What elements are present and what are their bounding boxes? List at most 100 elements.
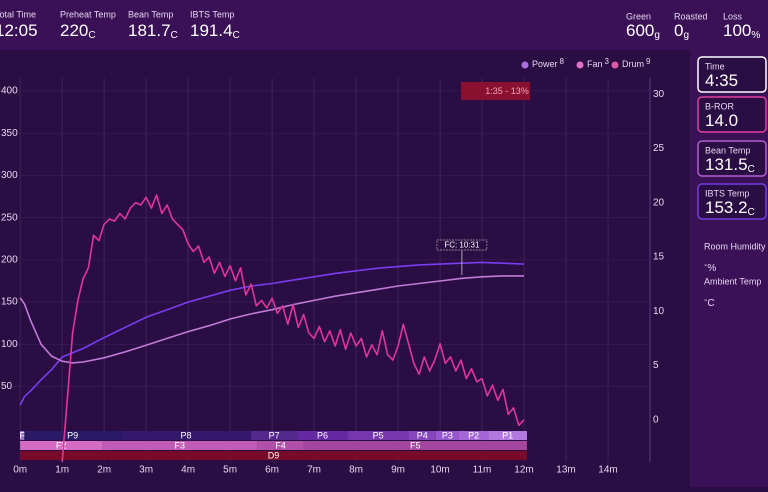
unit: C xyxy=(233,30,240,41)
x-tick-label: 11m xyxy=(473,465,492,476)
x-tick-label: 7m xyxy=(307,465,321,476)
fc-box xyxy=(436,239,488,251)
stat-value: 100% xyxy=(723,21,760,40)
phase-label: F xyxy=(20,430,26,440)
stat-label: Bean Temp xyxy=(705,145,750,155)
phase-segment xyxy=(488,431,527,440)
y2-tick-label: 20 xyxy=(653,197,665,208)
stat-value: 181.7C xyxy=(128,21,178,40)
series-line xyxy=(61,194,525,462)
y-tick-label: 350 xyxy=(1,128,18,139)
stat-value: 153.2C xyxy=(705,198,755,217)
phase-segment xyxy=(435,431,459,440)
stat-value: 600g xyxy=(626,21,660,40)
value: 100 xyxy=(723,21,751,40)
stat-value: 14.0 xyxy=(705,111,738,130)
value: 181.7 xyxy=(128,21,171,40)
y-tick-label: 400 xyxy=(1,86,18,97)
value: 131.5 xyxy=(705,155,748,174)
y-tick-label: 100 xyxy=(1,339,18,350)
phase-label: P7 xyxy=(269,430,280,440)
stat-value: 12:05 xyxy=(0,21,38,40)
value: - xyxy=(704,260,707,271)
legend-name: Fan xyxy=(587,59,603,69)
y-tick-label: 150 xyxy=(1,297,18,308)
legend-dot xyxy=(521,61,529,69)
legend-entry: Power 8 xyxy=(532,57,565,69)
stat-label: Bean Temp xyxy=(128,9,173,19)
phase-label: F5 xyxy=(410,440,421,450)
unit: g xyxy=(683,30,689,41)
value: 191.4 xyxy=(190,21,233,40)
value: 153.2 xyxy=(705,198,748,217)
x-tick-label: 12m xyxy=(514,465,533,476)
legend-name: Power xyxy=(532,59,558,69)
phase-label: P8 xyxy=(181,430,192,440)
x-tick-label: 9m xyxy=(391,465,405,476)
x-tick-label: 2m xyxy=(97,465,111,476)
phase-segment xyxy=(251,431,298,440)
legend-name: Drum xyxy=(622,59,644,69)
series-line xyxy=(19,261,525,406)
y2-tick-label: 0 xyxy=(653,414,659,425)
y2-tick-label: 15 xyxy=(653,252,665,263)
phase-label: F2 xyxy=(56,440,67,450)
phase-segment xyxy=(24,431,121,440)
value: 600 xyxy=(626,21,654,40)
stat-label: B-ROR xyxy=(705,101,735,111)
legend-level: 9 xyxy=(646,57,651,66)
legend-level: 8 xyxy=(560,57,565,66)
unit: C xyxy=(171,30,178,41)
series-line xyxy=(19,275,524,364)
x-tick-label: 14m xyxy=(598,465,617,476)
legend-entry: Fan 3 xyxy=(587,57,610,69)
phase-label: P9 xyxy=(67,430,78,440)
stat-label: Loss xyxy=(723,11,743,21)
y2-tick-label: 30 xyxy=(653,89,665,100)
chart-area xyxy=(0,50,690,487)
phase-segment xyxy=(347,431,409,440)
phase-segment xyxy=(20,431,25,440)
card xyxy=(697,56,767,93)
phase-label: F3 xyxy=(174,440,185,450)
phase-label: P6 xyxy=(317,430,328,440)
unit: C xyxy=(748,207,755,218)
stat-value: 220C xyxy=(60,21,96,40)
stat-label: IBTS Temp xyxy=(705,188,749,198)
unit: C xyxy=(748,164,755,175)
phase-label: P2 xyxy=(468,430,479,440)
value: 14.0 xyxy=(705,111,738,130)
stat-value: -% xyxy=(704,260,716,274)
phase-label: P1 xyxy=(502,430,513,440)
value: 220 xyxy=(60,21,88,40)
phase-label: P4 xyxy=(417,430,428,440)
y2-tick-label: 5 xyxy=(653,360,659,371)
phase-segment xyxy=(120,431,252,440)
stat-label: Roasted xyxy=(674,11,708,21)
x-tick-label: 1m xyxy=(55,465,69,476)
x-tick-label: 3m xyxy=(139,465,153,476)
value: - xyxy=(704,295,707,306)
stat-value: 131.5C xyxy=(705,155,755,174)
unit: C xyxy=(707,298,714,309)
legend-dot xyxy=(611,61,619,69)
marker-box xyxy=(461,82,530,100)
marker-label: 1:35 - 13% xyxy=(485,86,529,96)
stat-value: 4:35 xyxy=(705,71,738,90)
legend-level: 3 xyxy=(605,57,610,66)
stat-label: Green xyxy=(626,11,651,21)
unit: % xyxy=(751,30,760,41)
stat-label: Room Humidity xyxy=(704,241,766,251)
value: 4:35 xyxy=(705,71,738,90)
phase-segment xyxy=(102,441,258,450)
card xyxy=(697,140,767,177)
phase-label: F4 xyxy=(275,440,286,450)
value: 12:05 xyxy=(0,21,38,40)
unit: C xyxy=(88,30,95,41)
phase-label: P3 xyxy=(442,430,453,440)
stat-label: Ambient Temp xyxy=(704,276,761,286)
y-tick-label: 200 xyxy=(1,255,18,266)
x-tick-label: 10m xyxy=(430,465,449,476)
